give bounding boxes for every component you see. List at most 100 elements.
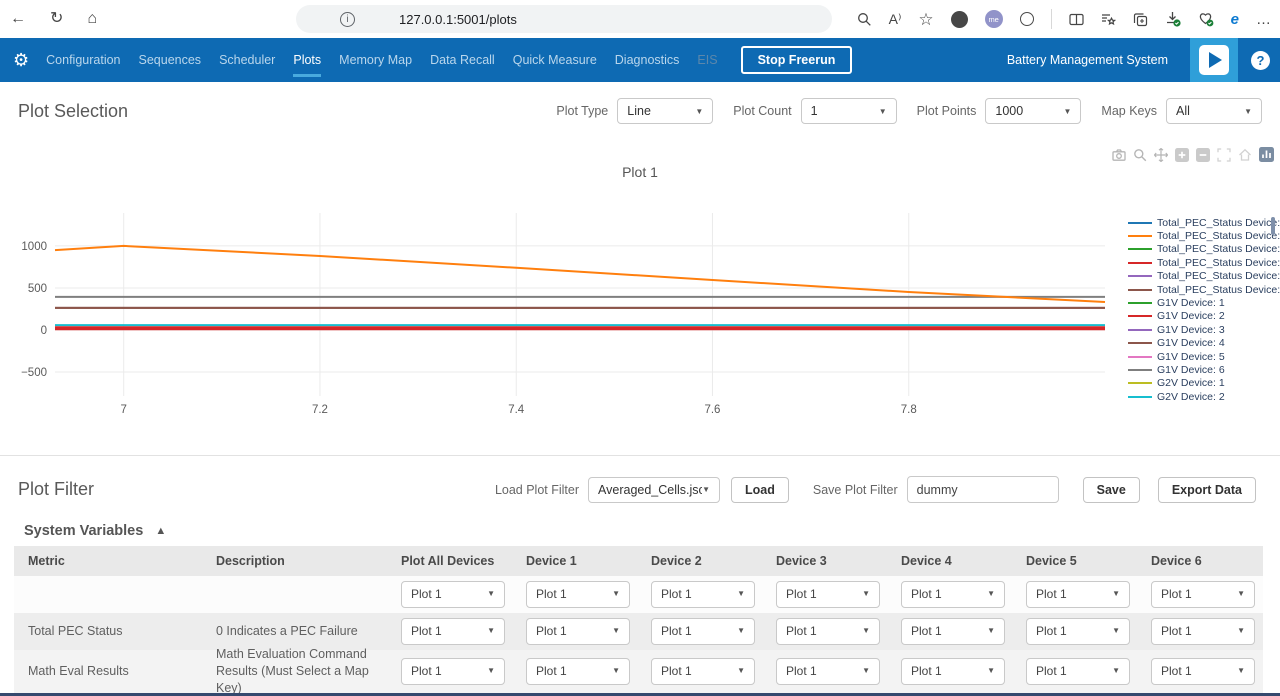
reset-axes-home-icon[interactable] <box>1238 148 1252 167</box>
device-plot-select[interactable]: Plot 1 ▼ <box>526 618 630 645</box>
more-menu-icon[interactable]: … <box>1256 10 1272 28</box>
legend-item[interactable]: Total_PEC_Status Device: 1 <box>1128 216 1280 229</box>
legend-item[interactable]: G1V Device: 1 <box>1128 296 1280 309</box>
chevron-down-icon: ▼ <box>737 589 745 599</box>
collections-icon[interactable] <box>1101 12 1116 27</box>
load-button[interactable]: Load <box>731 476 789 503</box>
device-plot-select[interactable]: Plot 1 ▼ <box>401 618 505 645</box>
help-icon[interactable]: ? <box>1251 50 1270 70</box>
legend-item[interactable]: G2V Device: 2 <box>1128 390 1280 403</box>
plot-type-select[interactable]: Line ▼ <box>617 98 714 124</box>
nav-item-diagnostics[interactable]: Diagnostics <box>614 53 680 67</box>
legend-item[interactable]: Total_PEC_Status Device: 2 <box>1128 229 1280 242</box>
zoom-icon[interactable] <box>1133 148 1147 167</box>
device-plot-select[interactable]: Plot 1 ▼ <box>776 658 880 685</box>
cookie-extension-icon[interactable] <box>1019 12 1034 26</box>
stop-freerun-button[interactable]: Stop Freerun <box>740 46 853 74</box>
legend-swatch <box>1128 342 1152 345</box>
nav-item-quick-measure[interactable]: Quick Measure <box>512 53 597 67</box>
map-keys-select[interactable]: All ▼ <box>1166 98 1262 124</box>
legend-item[interactable]: Total_PEC_Status Device: 6 <box>1128 283 1280 296</box>
system-variables-title: System Variables <box>24 523 144 539</box>
device-plot-select[interactable]: Plot 1 ▼ <box>1026 658 1130 685</box>
url-text[interactable]: 127.0.0.1:5001/plots <box>399 11 517 27</box>
load-plot-filter-select[interactable]: Averaged_Cells.json ▼ <box>588 476 721 503</box>
device-plot-select[interactable]: Plot 1 ▼ <box>401 581 505 608</box>
nav-item-configuration[interactable]: Configuration <box>46 53 121 67</box>
nav-item-memory-map[interactable]: Memory Map <box>339 53 413 67</box>
save-button[interactable]: Save <box>1082 476 1140 503</box>
load-plot-filter-label: Load Plot Filter <box>494 482 580 497</box>
legend-swatch <box>1128 235 1152 238</box>
pan-icon[interactable] <box>1153 147 1169 167</box>
legend-item[interactable]: Total_PEC_Status Device: 4 <box>1128 256 1280 269</box>
device-plot-select[interactable]: Plot 1 ▼ <box>1151 581 1255 608</box>
camera-icon[interactable] <box>1112 148 1126 167</box>
plot-count-select[interactable]: 1 ▼ <box>800 98 897 124</box>
browser-essentials-icon[interactable] <box>1198 11 1214 27</box>
page-info-icon[interactable]: i <box>340 11 355 27</box>
nav-item-data-recall[interactable]: Data Recall <box>430 53 495 67</box>
device-plot-select[interactable]: Plot 1 ▼ <box>1026 581 1130 608</box>
legend-item[interactable]: G1V Device: 4 <box>1128 337 1280 350</box>
favorites-star-icon[interactable]: ☆ <box>918 9 934 29</box>
nav-item-scheduler[interactable]: Scheduler <box>219 53 276 67</box>
device-plot-select[interactable]: Plot 1 ▼ <box>651 658 755 685</box>
system-variables-header[interactable]: System Variables ▲ <box>24 523 166 539</box>
device-plot-select[interactable]: Plot 1 ▼ <box>526 658 630 685</box>
autoscale-icon[interactable] <box>1217 147 1231 167</box>
load-plot-filter-value: Averaged_Cells.json <box>598 482 703 497</box>
device-plot-select[interactable]: Plot 1 ▼ <box>1026 618 1130 645</box>
device-plot-select[interactable]: Plot 1 ▼ <box>901 581 1005 608</box>
device-plot-select[interactable]: Plot 1 ▼ <box>526 581 630 608</box>
legend-item[interactable]: G1V Device: 3 <box>1128 323 1280 336</box>
table-row: Math Eval Results Math Evaluation Command… <box>14 647 1263 695</box>
device-plot-select[interactable]: Plot 1 ▼ <box>651 618 755 645</box>
play-button[interactable] <box>1190 38 1238 82</box>
plot-points-select[interactable]: 1000 ▼ <box>985 98 1082 124</box>
device-plot-select[interactable]: Plot 1 ▼ <box>901 618 1005 645</box>
chevron-down-icon: ▼ <box>1112 626 1120 636</box>
nav-item-sequences[interactable]: Sequences <box>138 53 202 67</box>
plotly-logo-icon[interactable] <box>1259 147 1274 167</box>
device-plot-select[interactable]: Plot 1 ▼ <box>776 618 880 645</box>
device-plot-select[interactable]: Plot 1 ▼ <box>1151 618 1255 645</box>
nav-item-plots[interactable]: Plots <box>284 38 330 82</box>
legend-item[interactable]: G1V Device: 2 <box>1128 310 1280 323</box>
refresh-icon[interactable]: ↻ <box>50 10 64 27</box>
download-icon[interactable] <box>1165 11 1181 27</box>
save-plot-filter-input[interactable] <box>906 476 1059 503</box>
zoom-in-icon[interactable] <box>1175 147 1189 167</box>
device-plot-select[interactable]: Plot 1 ▼ <box>776 581 880 608</box>
nav-item-eis[interactable]: EIS <box>697 53 718 67</box>
legend-item[interactable]: G1V Device: 5 <box>1128 350 1280 363</box>
read-aloud-icon[interactable]: A⁾ <box>888 11 902 27</box>
select-value: Plot 1 <box>661 587 692 602</box>
legend-scrollbar[interactable] <box>1271 217 1275 235</box>
column-header: Device 2 <box>651 554 702 568</box>
legend-item[interactable]: G1V Device: 6 <box>1128 363 1280 376</box>
zoom-out-icon[interactable] <box>1196 147 1210 167</box>
collapse-arrow-icon[interactable]: ▲ <box>155 525 167 537</box>
legend-item[interactable]: G2V Device: 1 <box>1128 377 1280 390</box>
zoom-page-icon[interactable] <box>857 12 872 27</box>
split-screen-icon[interactable] <box>1069 12 1084 27</box>
ie-mode-icon[interactable]: e <box>1230 10 1239 28</box>
extension-icon[interactable] <box>950 10 968 28</box>
copy-tab-icon[interactable] <box>1133 12 1148 27</box>
settings-gear-icon[interactable]: ⚙ <box>13 49 30 70</box>
back-icon[interactable]: ← <box>10 10 26 27</box>
legend-label: G2V Device: 2 <box>1157 390 1225 403</box>
device-plot-select[interactable]: Plot 1 ▼ <box>901 658 1005 685</box>
url-bar[interactable]: i 127.0.0.1:5001/plots <box>296 5 832 33</box>
device-plot-cell: Plot 1 ▼ <box>1012 613 1137 650</box>
home-icon[interactable]: ⌂ <box>87 10 98 27</box>
legend-item[interactable]: Total_PEC_Status Device: 3 <box>1128 243 1280 256</box>
me-extension-icon[interactable]: me <box>984 10 1003 28</box>
device-plot-select[interactable]: Plot 1 ▼ <box>401 658 505 685</box>
export-data-button[interactable]: Export Data <box>1157 476 1256 503</box>
plot-canvas[interactable]: 7 7.2 7.4 7.6 7.8 −500 0 500 1000 Plot 1 <box>0 140 1280 455</box>
device-plot-select[interactable]: Plot 1 ▼ <box>651 581 755 608</box>
device-plot-select[interactable]: Plot 1 ▼ <box>1151 658 1255 685</box>
legend-item[interactable]: Total_PEC_Status Device: 5 <box>1128 270 1280 283</box>
